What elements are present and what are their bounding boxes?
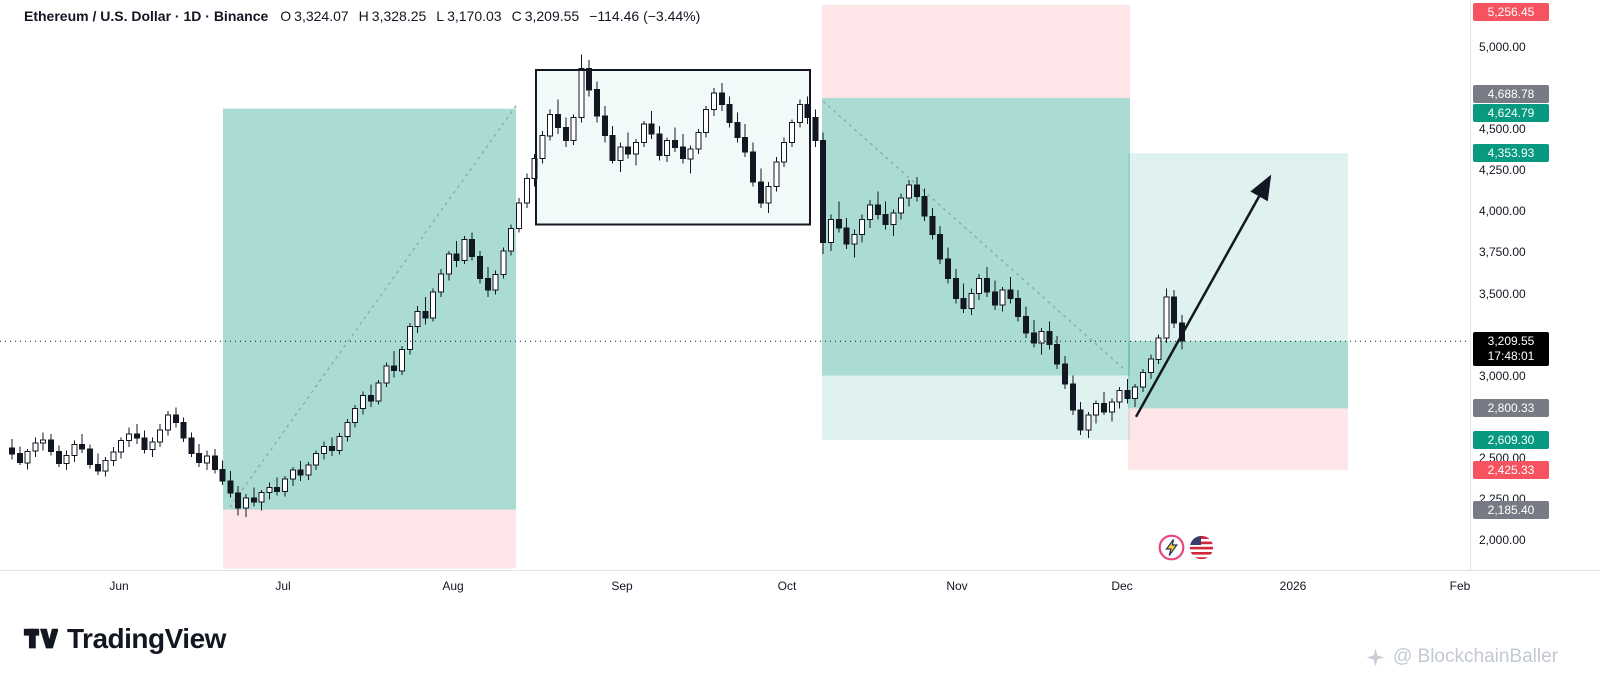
high-label: H (358, 8, 369, 24)
open-field: O 3,324.07 (280, 8, 348, 24)
price-tag-long1-entry: 2,185.40 (1473, 500, 1549, 519)
short-position-oct[interactable] (822, 375, 1130, 440)
compass-star-icon (1366, 647, 1385, 667)
high-value: 3,328.25 (371, 8, 427, 24)
symbol-title[interactable]: Ethereum / U.S. Dollar · 1D · Binance (24, 8, 269, 24)
price-grid-label: 5,000.00 (1479, 40, 1526, 54)
price-tag-short-target: 2,609.30 (1473, 430, 1549, 449)
price-tag-long2-entry: 2,800.33 (1473, 399, 1549, 418)
time-axis-label: 2026 (1279, 579, 1307, 593)
price-grid-label: 3,500.00 (1479, 286, 1526, 301)
consolidation-box[interactable] (535, 69, 811, 226)
close-field: C 3,209.55 (512, 8, 580, 24)
time-axis-label: Aug (442, 579, 464, 593)
author-watermark: @ BlockchainBaller (1366, 646, 1558, 668)
long-position-dec[interactable] (1128, 153, 1348, 342)
price-grid-label: 3,000.00 (1479, 368, 1526, 383)
high-field: H 3,328.25 (359, 8, 427, 24)
price-grid-label: 2,000.00 (1479, 533, 1526, 547)
time-axis-label: Dec (1111, 579, 1133, 593)
long-position-june[interactable] (223, 509, 516, 569)
time-axis-label: Nov (946, 579, 968, 593)
ohlc-values: O 3,324.07 H 3,328.25 L 3,170.03 C 3,209.55 … (280, 8, 700, 24)
candlestick-chart[interactable] (0, 0, 1470, 570)
close-label: C (511, 8, 522, 24)
low-field: L 3,170.03 (436, 8, 501, 24)
price-tag-long2-stop: 2,425.33 (1473, 461, 1549, 480)
time-axis-label: Jul (275, 579, 291, 593)
lightning-sticker-icon[interactable] (1158, 534, 1185, 561)
time-axis-label: Feb (1449, 579, 1471, 593)
price-tag-long2-target: 4,353.93 (1473, 144, 1549, 163)
dashed-trend-line[interactable] (229, 102, 519, 508)
candles (9, 54, 1185, 517)
price-grid-label: 3,750.00 (1479, 245, 1526, 260)
tradingview-wordmark: TradingView (67, 623, 226, 654)
time-axis-label: Sep (611, 579, 633, 593)
watermark-text: @ BlockchainBaller (1392, 646, 1558, 667)
projection-arrow[interactable] (1134, 174, 1272, 418)
close-value: 3,209.55 (524, 8, 580, 24)
tradingview-logo[interactable]: TradingView (22, 622, 226, 656)
price-grid-label: 4,000.00 (1479, 204, 1526, 219)
low-value: 3,170.03 (447, 8, 502, 24)
price-grid-label: 4,250.00 (1479, 163, 1526, 178)
time-axis-label: Oct (777, 579, 797, 593)
long-position-dec[interactable] (1128, 341, 1348, 409)
tradingview-logo-icon (23, 628, 58, 649)
low-label: L (436, 8, 445, 24)
price-tag-last-price: 3,209.55 17:48:01 (1473, 332, 1549, 367)
open-value: 3,324.07 (294, 8, 349, 24)
open-label: O (280, 8, 292, 24)
time-axis[interactable]: Jun Jul Aug Sep Oct Nov Dec 2026 Feb (0, 570, 1600, 601)
price-tag-short-stop: 5,256.45 (1473, 2, 1549, 21)
long-position-dec[interactable] (1128, 408, 1348, 471)
time-axis-label: Jun (109, 579, 129, 593)
price-tag-long1-target: 4,624.79 (1473, 103, 1549, 122)
usa-flag-sticker-icon[interactable] (1188, 534, 1215, 561)
change-value: −114.46 (−3.44%) (589, 8, 701, 24)
price-grid-label: 4,500.00 (1479, 122, 1526, 137)
price-tag-short-entry: 4,688.78 (1473, 85, 1549, 104)
sticker-badges (1158, 534, 1215, 561)
footer-bar: TradingView @ BlockchainBaller (0, 600, 1600, 697)
long-position-june[interactable] (223, 108, 516, 510)
short-position-oct[interactable] (822, 4, 1130, 99)
price-axis[interactable]: 5,000.00 4,500.00 4,250.00 4,000.00 3,750.00… (1470, 0, 1600, 570)
countdown-timer: 17:48:01 (1487, 349, 1535, 364)
